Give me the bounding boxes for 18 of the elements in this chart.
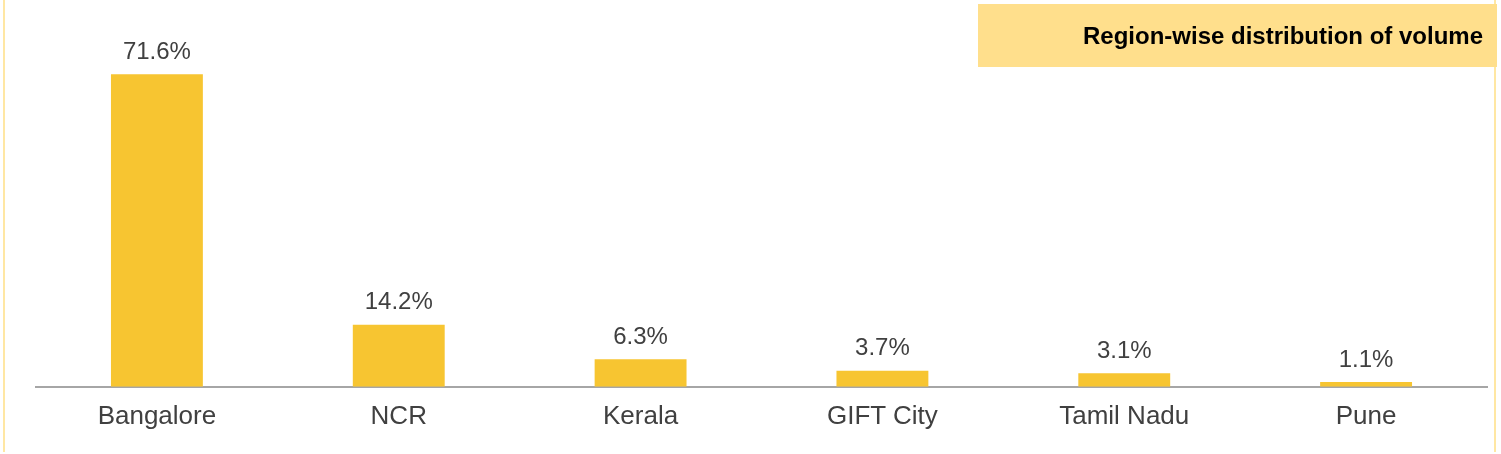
bar <box>1078 373 1171 387</box>
x-tick-label: NCR <box>370 399 427 430</box>
x-tick-label: Pune <box>1335 399 1397 430</box>
data-label: 71.6% <box>122 36 191 64</box>
data-label: 1.1% <box>1338 344 1394 372</box>
x-tick-label: Bangalore <box>97 399 217 430</box>
chart-title: Region-wise distribution of volume <box>978 4 1497 67</box>
x-tick-label: GIFT City <box>827 399 938 430</box>
x-tick-label: Kerala <box>603 399 679 430</box>
data-label: 3.1% <box>1096 335 1152 363</box>
data-label: 14.2% <box>364 287 433 315</box>
data-label: 3.7% <box>855 333 910 361</box>
bar <box>352 324 445 387</box>
x-tick-label: Tamil Nadu <box>1059 399 1190 430</box>
bar <box>110 74 203 387</box>
data-label: 6.3% <box>613 321 668 349</box>
bar <box>836 370 929 387</box>
bar <box>594 359 687 387</box>
